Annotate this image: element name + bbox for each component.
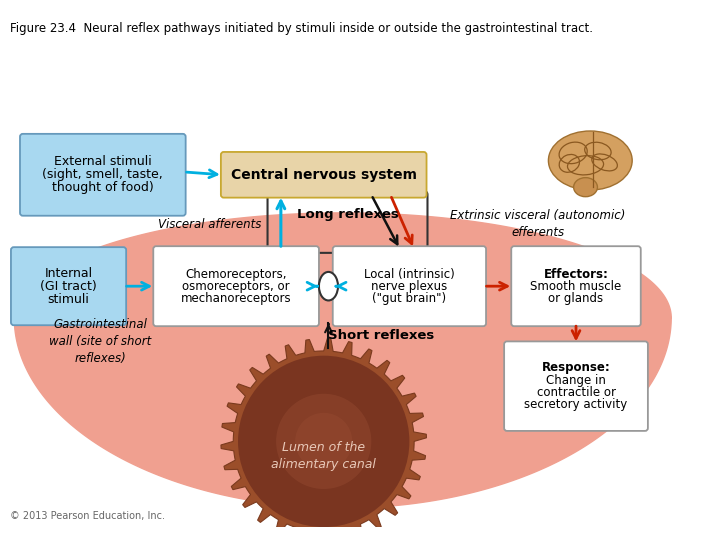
Ellipse shape xyxy=(574,178,598,197)
FancyBboxPatch shape xyxy=(221,152,426,198)
Text: ("gut brain"): ("gut brain") xyxy=(372,292,446,305)
FancyBboxPatch shape xyxy=(333,246,486,326)
Text: Short reflexes: Short reflexes xyxy=(328,329,434,342)
Text: Local (intrinsic): Local (intrinsic) xyxy=(364,267,455,281)
Circle shape xyxy=(276,394,372,489)
Text: Effectors:: Effectors: xyxy=(544,267,608,281)
Ellipse shape xyxy=(549,131,632,190)
Text: Figure 23.4  Neural reflex pathways initiated by stimuli inside or outside the g: Figure 23.4 Neural reflex pathways initi… xyxy=(9,23,593,36)
Text: (sight, smell, taste,: (sight, smell, taste, xyxy=(42,168,163,181)
Text: Change in: Change in xyxy=(546,374,606,387)
Text: Visceral afferents: Visceral afferents xyxy=(158,218,261,231)
Circle shape xyxy=(238,356,410,527)
Polygon shape xyxy=(221,339,426,540)
FancyBboxPatch shape xyxy=(153,246,319,326)
Text: (GI tract): (GI tract) xyxy=(40,280,97,293)
FancyBboxPatch shape xyxy=(504,341,648,431)
Text: thought of food): thought of food) xyxy=(52,181,153,194)
FancyBboxPatch shape xyxy=(511,246,641,326)
Text: contractile or: contractile or xyxy=(536,386,616,399)
Ellipse shape xyxy=(319,272,338,300)
Text: Central nervous system: Central nervous system xyxy=(230,168,417,182)
Text: nerve plexus: nerve plexus xyxy=(372,280,448,293)
Text: Long reflexes: Long reflexes xyxy=(297,208,398,221)
Text: Internal: Internal xyxy=(45,267,93,280)
Text: Smooth muscle: Smooth muscle xyxy=(531,280,621,293)
FancyBboxPatch shape xyxy=(11,247,126,325)
Text: Chemoreceptors,: Chemoreceptors, xyxy=(185,267,287,281)
Text: Extrinsic visceral (autonomic)
efferents: Extrinsic visceral (autonomic) efferents xyxy=(450,210,626,239)
Text: Lumen of the
alimentary canal: Lumen of the alimentary canal xyxy=(271,441,376,471)
Polygon shape xyxy=(14,213,671,318)
Text: stimuli: stimuli xyxy=(48,293,89,306)
Text: osmoreceptors, or: osmoreceptors, or xyxy=(182,280,290,293)
Text: secretory activity: secretory activity xyxy=(524,398,628,411)
Text: mechanoreceptors: mechanoreceptors xyxy=(181,292,292,305)
Text: or glands: or glands xyxy=(549,292,603,305)
Circle shape xyxy=(295,413,352,470)
FancyBboxPatch shape xyxy=(20,134,186,216)
Text: Response:: Response: xyxy=(541,361,611,374)
Text: Gastrointestinal
wall (site of short
reflexes): Gastrointestinal wall (site of short ref… xyxy=(49,318,151,365)
Polygon shape xyxy=(14,318,671,508)
Text: External stimuli: External stimuli xyxy=(54,156,152,168)
Text: © 2013 Pearson Education, Inc.: © 2013 Pearson Education, Inc. xyxy=(9,511,165,521)
